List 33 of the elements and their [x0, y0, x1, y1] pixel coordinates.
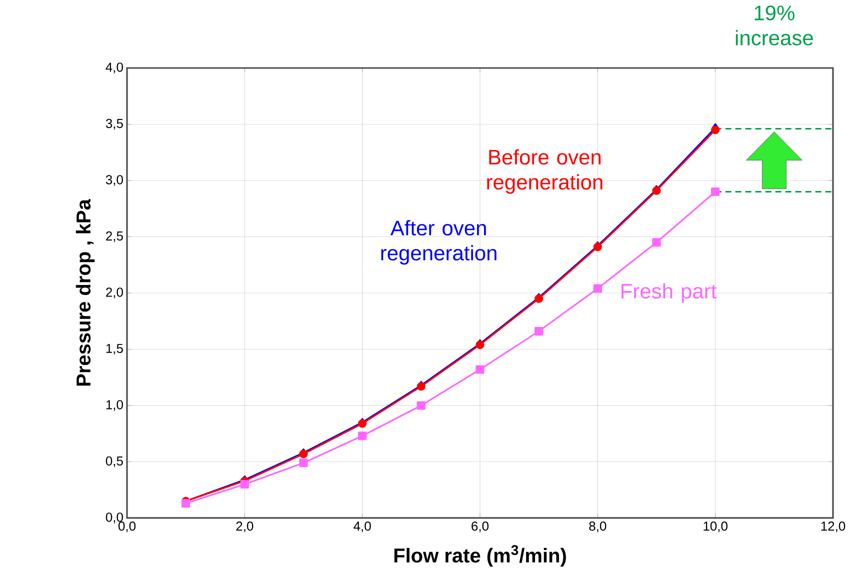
y-tick-label: 2,0	[106, 288, 123, 298]
text: After oven regeneration	[381, 220, 496, 265]
x-axis-title: Flow rate (m$^{3}$/min)	[394, 545, 566, 567]
text: 19% increase	[736, 6, 813, 46]
point	[534, 326, 544, 336]
point	[182, 499, 190, 508]
point	[416, 401, 426, 410]
y-tick-label: 3,5	[106, 118, 123, 130]
point	[299, 458, 308, 468]
y-tick-label: 0,0	[106, 512, 123, 524]
y-tick-label: 1,5	[106, 344, 123, 355]
y-tick-label: 0,5	[106, 456, 123, 468]
x-tick-label: 10,0	[704, 522, 728, 532]
point	[652, 238, 661, 247]
point	[240, 480, 249, 489]
y-tick-label: 1,0	[106, 400, 123, 411]
point	[711, 126, 720, 134]
x-tick-label: 6,0	[472, 522, 489, 532]
x-tick-label: 2,0	[236, 522, 254, 532]
x-tick-label: 12,0	[821, 522, 846, 532]
x-tick-label: 0,0	[118, 522, 136, 532]
x-tick-label: 8,0	[589, 522, 606, 532]
point	[476, 365, 484, 374]
series-label: Fresh part	[622, 283, 717, 303]
point	[593, 284, 602, 293]
y-tick-label: 4,0	[106, 62, 123, 74]
y-axis-title: Pressure drop , kPa	[76, 198, 95, 386]
y-tick-label: 3,0	[106, 175, 123, 186]
point	[358, 432, 367, 440]
x-tick-label: 4,0	[354, 522, 371, 532]
point	[711, 187, 720, 196]
series-label: Before oven regeneration	[487, 149, 602, 194]
y-tick-label: 2,5	[106, 231, 123, 242]
